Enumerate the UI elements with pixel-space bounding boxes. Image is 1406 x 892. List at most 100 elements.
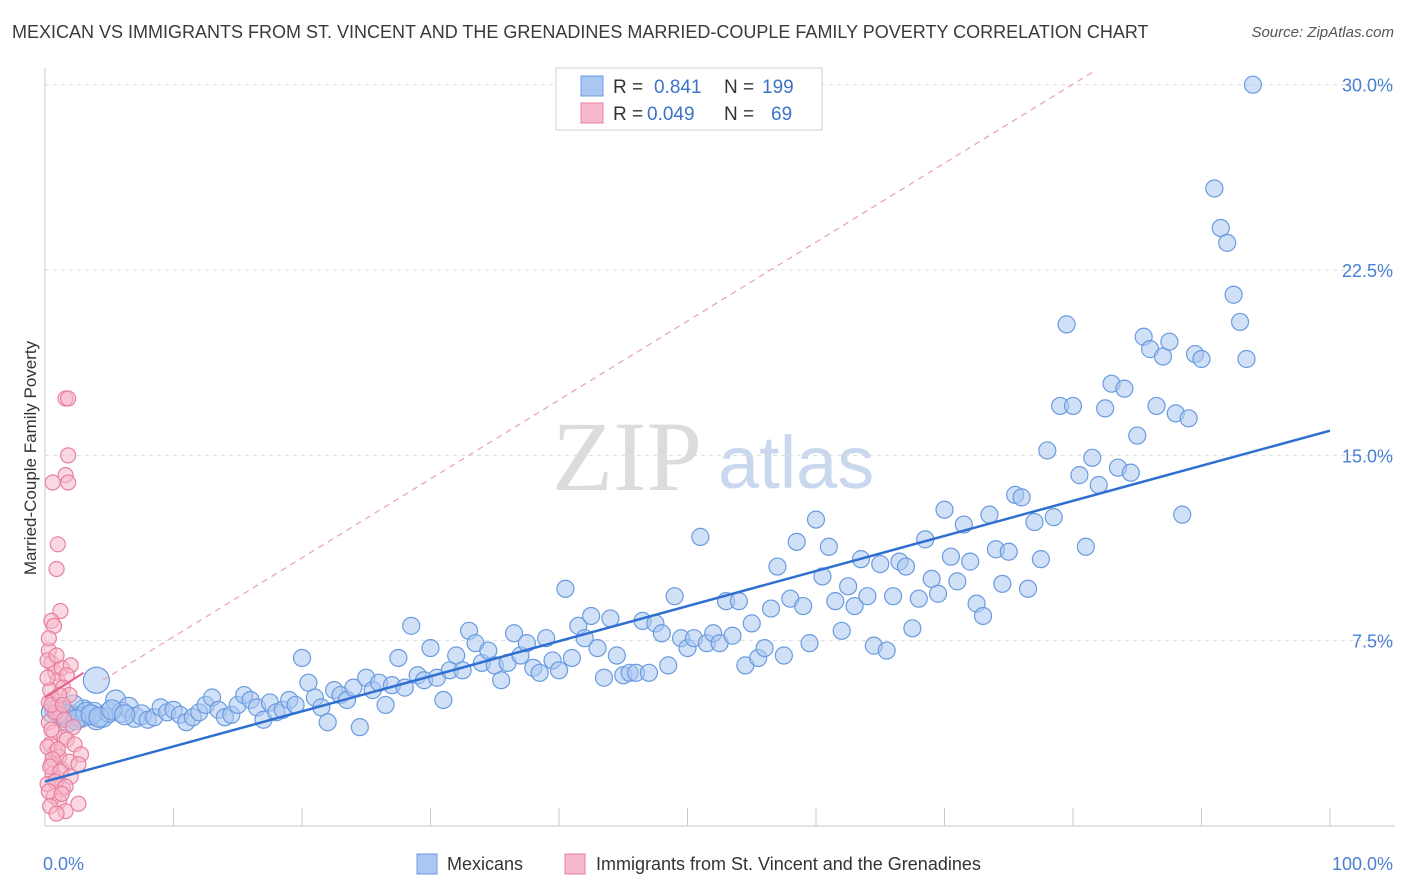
st-vincent-point-32 — [49, 536, 66, 553]
mexicans-point-64 — [434, 690, 453, 710]
mexicans-point-115 — [761, 599, 781, 618]
series-st-vincent — [39, 390, 90, 822]
x-tick-labels: 0.0% 100.0% — [43, 854, 1393, 874]
mexicans-point-126 — [832, 621, 851, 640]
mexicans-point-89 — [594, 668, 614, 687]
mexicans-point-164 — [1076, 537, 1095, 556]
mexicans-point-127 — [839, 577, 858, 596]
legend-n-value-mexicans: 199 — [762, 77, 794, 98]
mexicans-point-157 — [1031, 550, 1050, 569]
st-vincent-point-67 — [48, 647, 65, 664]
watermark-atlas: atlas — [718, 421, 874, 504]
mexicans-point-88 — [588, 638, 607, 658]
st-vincent-point-24 — [48, 805, 65, 822]
st-vincent-point-25 — [70, 795, 87, 812]
mexicans-point-141 — [928, 584, 948, 603]
legend-r-label-mexicans: R = — [613, 77, 643, 98]
mexicans-point-116 — [768, 557, 787, 576]
mexicans-point-171 — [1121, 463, 1140, 482]
y-tick-label-3: 30.0% — [1342, 76, 1393, 96]
mexicans-point-162 — [1063, 396, 1083, 416]
mexicans-point-185 — [1218, 233, 1237, 252]
mexicans-point-109 — [723, 626, 742, 645]
mexicans-point-146 — [961, 552, 980, 571]
trend-line-st-vincent — [44, 671, 85, 699]
legend-r-value-mexicans: 0.841 — [654, 77, 702, 98]
bottom-legend-swatch-st-vincent — [564, 853, 586, 875]
y-tick-label-1: 15.0% — [1342, 446, 1393, 466]
mexicans-point-110 — [729, 592, 749, 611]
mexicans-point-179 — [1173, 505, 1192, 524]
mexicans-point-104 — [691, 527, 710, 546]
mexicans-point-136 — [896, 557, 916, 576]
mexicans-point-137 — [903, 619, 922, 638]
mexicans-point-62 — [421, 638, 440, 658]
mexicans-point-98 — [652, 624, 671, 643]
chart-source: Source: ZipAtlas.com — [1251, 24, 1394, 41]
mexicans-point-99 — [659, 656, 678, 675]
x-tick-label-0: 0.0% — [43, 854, 84, 874]
st-vincent-point-33 — [48, 560, 65, 578]
st-vincent-point-41 — [39, 669, 56, 686]
mexicans-point-155 — [1018, 579, 1038, 598]
mexicans-point-134 — [883, 587, 903, 606]
mexicans-point-96 — [639, 663, 659, 682]
mexicans-point-82 — [549, 661, 569, 680]
st-vincent-point-48 — [43, 721, 60, 738]
mexicans-point-182 — [1192, 349, 1211, 369]
y-tick-label-0: 7.5% — [1352, 632, 1393, 652]
mexicans-point-188 — [1237, 349, 1256, 369]
mexicans-point-42 — [292, 648, 312, 668]
mexicans-point-59 — [402, 616, 421, 635]
st-vincent-point-63 — [53, 785, 70, 802]
mexicans-point-91 — [607, 646, 626, 665]
mexicans-point-138 — [909, 589, 928, 608]
st-vincent-point-37 — [40, 630, 57, 647]
mexicans-point-84 — [562, 648, 581, 668]
mexicans-point-117 — [774, 646, 793, 665]
chart-title: MEXICAN VS IMMIGRANTS FROM ST. VINCENT A… — [12, 22, 1149, 42]
mexicans-point-114 — [755, 638, 774, 658]
mexicans-point-151 — [993, 574, 1012, 593]
mexicans-point-119 — [787, 532, 806, 551]
mexicans-point-100 — [665, 587, 684, 606]
mexicans-point-125 — [826, 592, 845, 611]
mexicans-point-143 — [941, 547, 961, 566]
mexicans-point-177 — [1160, 332, 1179, 351]
y-tick-labels: 7.5% 15.0% 22.5% 30.0% — [1342, 76, 1393, 652]
mexicans-point-12 — [82, 666, 111, 694]
mexicans-point-200 — [114, 704, 136, 726]
mexicans-point-73 — [492, 671, 511, 690]
st-vincent-point-27 — [60, 390, 77, 407]
mexicans-point-77 — [517, 634, 536, 653]
mexicans-point-148 — [973, 606, 993, 626]
watermark-zip: ZIP — [552, 401, 702, 512]
legend-r-label-st-vincent: R = — [613, 104, 643, 125]
mexicans-point-183 — [1205, 179, 1224, 198]
mexicans-point-120 — [794, 596, 813, 616]
st-vincent-point-31 — [44, 474, 61, 491]
mexicans-point-112 — [742, 614, 761, 633]
st-vincent-point-68 — [54, 696, 72, 714]
bottom-legend-swatch-mexicans — [416, 853, 438, 875]
trend-line-mexicans — [44, 429, 1331, 783]
mexicans-point-123 — [813, 567, 832, 586]
mexicans-point-55 — [376, 695, 395, 715]
legend-r-value-st-vincent: 0.049 — [647, 104, 695, 125]
mexicans-point-46 — [318, 713, 337, 732]
mexicans-point-124 — [819, 537, 838, 556]
mexicans-point-152 — [999, 542, 1018, 561]
y-axis-label: Married-Couple Family Poverty — [21, 340, 40, 575]
mexicans-point-132 — [871, 554, 890, 574]
x-tick-label-1: 100.0% — [1332, 854, 1393, 874]
mexicans-point-161 — [1057, 315, 1076, 334]
watermark: ZIP atlas — [552, 401, 874, 512]
mexicans-point-165 — [1083, 448, 1102, 467]
legend-n-value-st-vincent: 69 — [771, 104, 792, 125]
st-vincent-point-30 — [60, 474, 77, 491]
mexicans-point-156 — [1025, 512, 1044, 532]
mexicans-point-189 — [1243, 75, 1263, 94]
mexicans-point-187 — [1230, 312, 1250, 332]
mexicans-point-175 — [1147, 396, 1166, 416]
mexicans-point-128 — [845, 596, 864, 616]
